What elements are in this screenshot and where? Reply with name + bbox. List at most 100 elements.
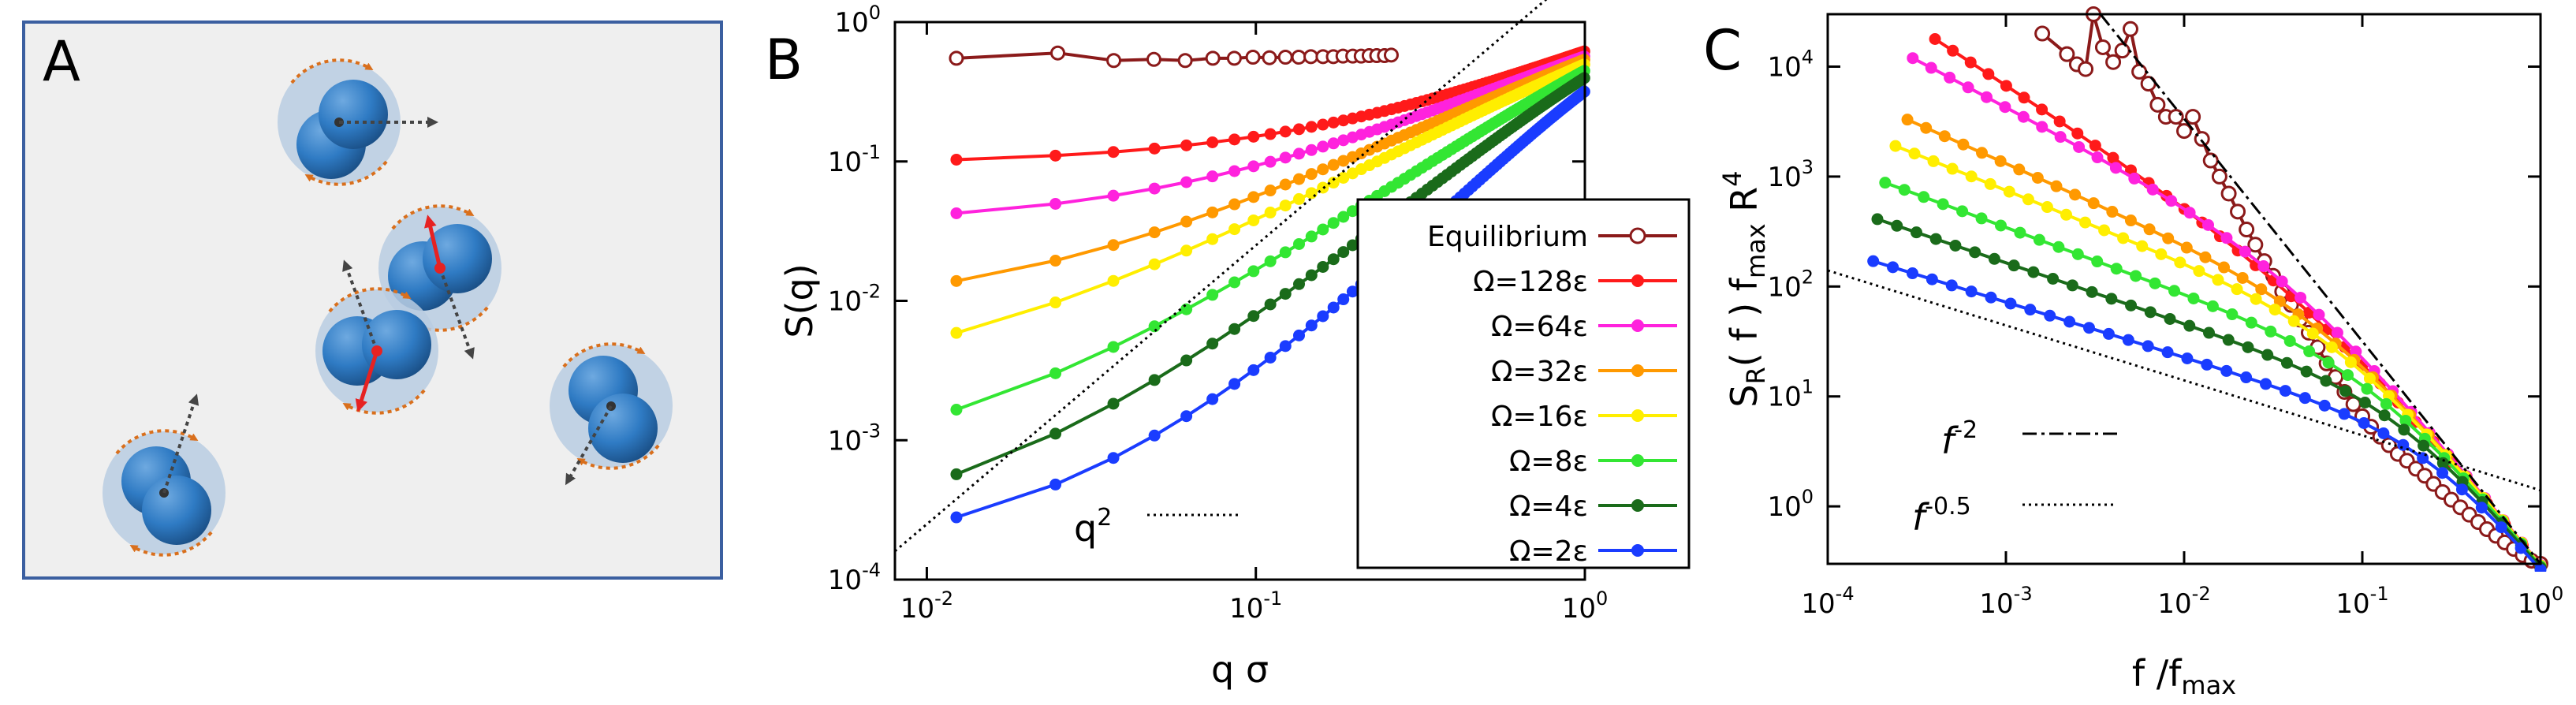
c-point <box>1920 121 1933 134</box>
c-point <box>2378 409 2391 422</box>
c-point <box>2176 123 2192 140</box>
c-point <box>2110 263 2123 275</box>
c-x-tick-label: 10-1 <box>2336 583 2388 620</box>
c-point <box>2052 241 2065 253</box>
c-point <box>2050 180 2063 192</box>
c-point <box>2250 293 2262 305</box>
c-f2-exp: -2 <box>1954 416 1978 444</box>
b-point <box>1317 260 1329 273</box>
c-point <box>2109 162 2122 174</box>
b-x-tick-label-exp: -2 <box>934 588 953 610</box>
c-series-6 <box>1871 213 2547 572</box>
c-point <box>2320 375 2332 387</box>
c-point <box>1965 170 1978 183</box>
c-y-tick-label-exp: 1 <box>1802 376 1814 398</box>
c-point <box>2220 364 2233 377</box>
c-point <box>2024 304 2037 316</box>
c-y-tick-label: 101 <box>1767 376 1814 413</box>
c-y-tick-label-exp: 4 <box>1802 47 1814 69</box>
b-point <box>1106 53 1122 69</box>
c-point <box>2230 203 2246 220</box>
force-arrow-icon <box>424 214 442 269</box>
b-x-tick-label-base: 10 <box>1562 593 1596 625</box>
b-y-tick-label-exp: -1 <box>862 141 881 163</box>
c-point <box>1918 191 1930 203</box>
c-point <box>1947 44 1959 57</box>
force-origin-dot <box>371 345 382 356</box>
c-point <box>2183 207 2196 219</box>
c-point <box>1929 233 1942 245</box>
b-y-tick-label-base: 10 <box>828 425 862 457</box>
rotation-arrow-icon <box>290 58 374 84</box>
b-point <box>1247 191 1260 203</box>
b-point <box>1337 211 1350 223</box>
c-point <box>1975 212 1988 225</box>
c-point <box>2201 218 2214 231</box>
c-point <box>2380 397 2392 410</box>
c-point <box>2339 385 2352 397</box>
c-point <box>2180 241 2193 254</box>
c-point <box>2131 63 2148 80</box>
c-point <box>2231 283 2243 296</box>
c-point <box>2136 240 2149 252</box>
b-x-tick-label-base: 10 <box>1229 593 1263 625</box>
c-point <box>2149 96 2166 113</box>
b-point <box>1291 50 1307 65</box>
b-point <box>1180 410 1193 423</box>
c-point <box>2240 371 2253 384</box>
c-point <box>2054 131 2067 144</box>
c-point <box>2193 265 2205 278</box>
c-y-tick-label-exp: 0 <box>1802 486 1814 508</box>
b-point <box>1107 274 1120 287</box>
c-point <box>2398 423 2410 436</box>
rotation-arrow-icon <box>405 306 489 332</box>
c-point <box>2014 226 2026 239</box>
b-point <box>1293 147 1306 160</box>
b-point <box>1305 121 1318 133</box>
b-point <box>950 153 963 166</box>
b-y-tick-label: 10-1 <box>828 141 881 178</box>
c-point <box>1984 177 1996 190</box>
c-point <box>2342 369 2354 382</box>
c-series-layer <box>1867 6 2548 572</box>
c-point <box>2114 43 2131 59</box>
c-point <box>1889 140 1902 152</box>
particle-sphere <box>423 224 492 293</box>
c-y-tick-label-base: 10 <box>1767 162 1801 193</box>
b-point <box>1317 140 1329 153</box>
c-point <box>2033 233 2045 246</box>
c-point <box>2268 304 2281 316</box>
c-point <box>2079 216 2092 229</box>
c-x-tick-label-exp: 0 <box>2552 583 2563 605</box>
c-point <box>2149 277 2161 289</box>
dimer <box>315 259 438 415</box>
c-y-label-max: max <box>1741 223 1771 278</box>
b-x-tick-label: 10-2 <box>900 588 953 625</box>
b-point <box>1279 151 1292 164</box>
c-point <box>2212 274 2224 286</box>
c-series-line <box>1877 218 2542 569</box>
c-x-tick-label: 10-2 <box>2157 583 2210 620</box>
c-point <box>2144 306 2157 319</box>
b-point <box>1148 429 1161 442</box>
c-x-tick-label-base: 10 <box>2518 588 2552 620</box>
c-x-tick-label-base: 10 <box>2157 588 2191 620</box>
b-point <box>1245 50 1261 65</box>
c-f2-reference-line <box>2098 14 2541 564</box>
b-point <box>1337 155 1350 167</box>
b-point <box>1148 226 1161 239</box>
c-point <box>2377 427 2390 440</box>
c-x-tick-label-exp: -1 <box>2370 583 2389 605</box>
c-point <box>1944 71 1956 84</box>
b-x-tick-label-exp: -1 <box>1263 588 1282 610</box>
c-y-tick-label-base: 10 <box>1767 271 1801 303</box>
c-point <box>1910 226 1922 239</box>
b-point <box>1148 182 1161 195</box>
b-point <box>1228 276 1241 289</box>
c-point <box>2306 327 2319 340</box>
c-point <box>2280 356 2293 369</box>
c-point <box>2164 312 2176 325</box>
b-point <box>1049 297 1062 309</box>
c-point <box>2201 358 2213 371</box>
c-point <box>2236 271 2249 284</box>
